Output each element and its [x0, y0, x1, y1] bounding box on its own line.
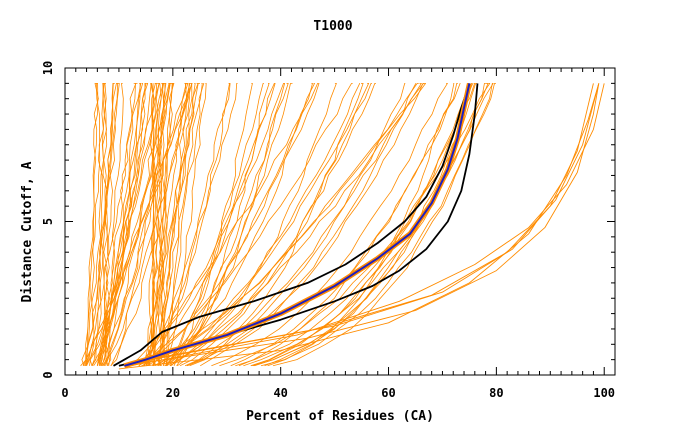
model-curve-steep-group-b — [158, 83, 188, 366]
model-curve-steep-group-a — [100, 83, 149, 367]
y-tick-label: 0 — [41, 371, 55, 378]
model-curve-steep-group-a — [86, 83, 164, 366]
model-curve-steep-group-b — [147, 83, 196, 366]
model-curve-steep-group-a — [98, 83, 118, 366]
model-curve-right-group — [250, 83, 472, 367]
model-curve-mid-group — [143, 83, 238, 366]
model-curve-steep-group-a — [102, 83, 189, 366]
curves-group — [80, 82, 605, 370]
model-curve-steep-group-b — [166, 83, 207, 366]
model-curve-right-group — [260, 83, 496, 367]
model-curve-steep-group-a — [95, 83, 110, 366]
model-curve-steep-group-a — [102, 83, 124, 366]
model-curve-right-group — [238, 83, 458, 367]
model-curve-mid-group — [138, 83, 285, 367]
model-curve-steep-group-a — [85, 83, 105, 366]
y-tick-label: 10 — [41, 61, 55, 75]
x-axis-label: Percent of Residues (CA) — [246, 409, 434, 424]
x-tick-label: 20 — [166, 386, 180, 400]
model-curve-right-group — [272, 83, 494, 367]
model-curve-steep-group-a — [102, 83, 165, 367]
y-axis-label: Distance Cutoff, A — [20, 161, 35, 302]
model-curve-mid-group — [164, 83, 286, 367]
model-curve-steep-group-b — [152, 83, 174, 366]
x-tick-label: 60 — [381, 386, 395, 400]
model-curve-mid-group — [157, 83, 313, 367]
model-curve-steep-group-a — [103, 83, 171, 366]
model-curve-mid-group — [138, 83, 353, 367]
model-curve-fan-2 — [124, 83, 600, 367]
model-curve-steep-group-b — [145, 83, 167, 366]
model-curve-mid-group — [189, 83, 364, 367]
series-blue-reference — [124, 83, 471, 367]
series-black-upper — [113, 83, 471, 367]
model-curve-steep-group-a — [81, 83, 117, 366]
model-curve-steep-group-a — [86, 83, 142, 366]
model-curve-steep-group-a — [102, 83, 112, 367]
model-curve-steep-group-b — [155, 83, 162, 367]
model-curve-fan-5 — [129, 83, 605, 367]
model-curve-steep-group-b — [152, 83, 199, 366]
model-curve-mid-group — [166, 83, 424, 367]
model-curve-mid-group — [142, 83, 264, 367]
x-tick-label: 0 — [61, 386, 68, 400]
model-curve-mid-group — [165, 83, 289, 367]
model-curve-fan-1 — [118, 83, 600, 370]
model-curve-mid-group — [176, 83, 376, 367]
model-curve-steep-group-b — [157, 83, 203, 366]
x-tick-label: 100 — [593, 386, 615, 400]
model-curve-steep-group-b — [151, 83, 158, 366]
x-tick-label: 40 — [273, 386, 287, 400]
model-curve-mid-group — [141, 83, 320, 367]
model-curve-fan-4 — [135, 83, 594, 364]
model-curve-mid-group — [171, 83, 315, 367]
model-curve-steep-group-a — [96, 83, 144, 366]
model-curve-steep-group-b — [144, 83, 200, 366]
model-curve-steep-group-a — [91, 83, 171, 366]
model-curve-steep-group-a — [93, 83, 171, 367]
model-curve-mid-group — [146, 83, 419, 367]
model-curve-steep-group-a — [91, 83, 107, 367]
model-curve-steep-group-b — [149, 83, 175, 366]
model-curve-mid-group — [169, 83, 337, 367]
ticks-group: 0 20 40 60 80 100 0 5 10 — [41, 61, 615, 400]
model-curve-steep-group-a — [80, 83, 192, 367]
model-curve-mid-group — [152, 83, 230, 367]
model-curve-steep-group-a — [105, 83, 152, 366]
chart-title: T1000 — [313, 19, 352, 34]
model-curve-right-group — [211, 83, 448, 367]
x-tick-label: 80 — [489, 386, 503, 400]
model-curve-steep-group-a — [85, 83, 115, 366]
model-curve-steep-group-a — [89, 83, 99, 366]
y-tick-label: 5 — [41, 218, 55, 225]
model-curve-mid-group — [169, 83, 372, 367]
model-curve-right-group — [219, 83, 491, 367]
model-curve-mid-group — [169, 83, 253, 366]
model-curve-mid-group — [145, 83, 231, 367]
model-curve-fan-3 — [129, 83, 600, 364]
model-curve-mid-group — [153, 83, 361, 367]
